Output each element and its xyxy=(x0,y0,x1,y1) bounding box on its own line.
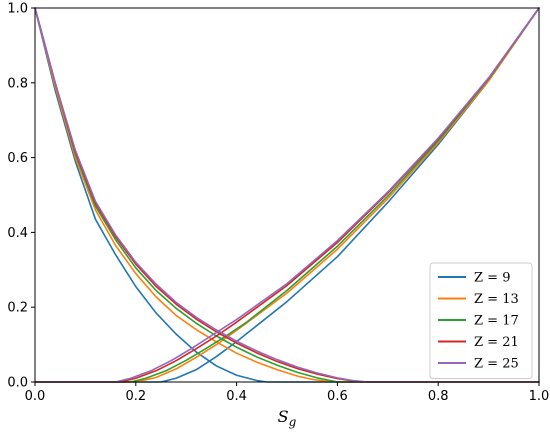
x-tick-label: 0.0 xyxy=(25,389,46,404)
x-axis-label-subscript: g xyxy=(289,415,297,429)
legend-label: Z = 21 xyxy=(474,335,519,350)
series-0-curve-1 xyxy=(34,7,540,383)
legend-label: Z = 17 xyxy=(474,314,519,329)
x-axis-label: Sg xyxy=(278,407,297,429)
y-tick-label: 1.0 xyxy=(7,2,28,17)
series-2-curve-1 xyxy=(34,7,540,383)
x-tick-label: 0.6 xyxy=(327,389,348,404)
x-tick-label: 1.0 xyxy=(529,389,550,404)
legend: Z = 9 Z = 13 Z = 17 Z = 21 Z = 25 xyxy=(429,262,533,379)
series-1-curve-0 xyxy=(34,7,540,383)
x-axis: 0.0 0.2 0.4 0.6 0.8 1.0 xyxy=(25,382,550,404)
series-4-curve-1 xyxy=(34,7,540,383)
series-4-curve-0 xyxy=(34,7,540,383)
series-2-curve-0 xyxy=(34,7,540,383)
legend-label: Z = 9 xyxy=(474,271,510,286)
y-axis: 0.0 0.2 0.4 0.6 0.8 1.0 xyxy=(7,2,35,391)
legend-label: Z = 25 xyxy=(474,357,519,372)
y-tick-label: 0.4 xyxy=(7,226,28,241)
y-tick-label: 0.6 xyxy=(7,151,28,166)
x-tick-label: 0.2 xyxy=(125,389,146,404)
plot-frame xyxy=(34,7,540,383)
x-tick-label: 0.4 xyxy=(226,389,247,404)
legend-box xyxy=(429,262,533,379)
series-1-curve-1 xyxy=(34,7,540,383)
x-tick-label: 0.8 xyxy=(428,389,449,404)
y-tick-label: 0.0 xyxy=(7,376,28,391)
y-tick-label: 0.2 xyxy=(7,301,28,316)
plot-lines xyxy=(34,7,540,383)
y-tick-label: 0.8 xyxy=(7,76,28,91)
legend-label: Z = 13 xyxy=(474,292,519,307)
x-axis-label-base: S xyxy=(278,407,289,426)
